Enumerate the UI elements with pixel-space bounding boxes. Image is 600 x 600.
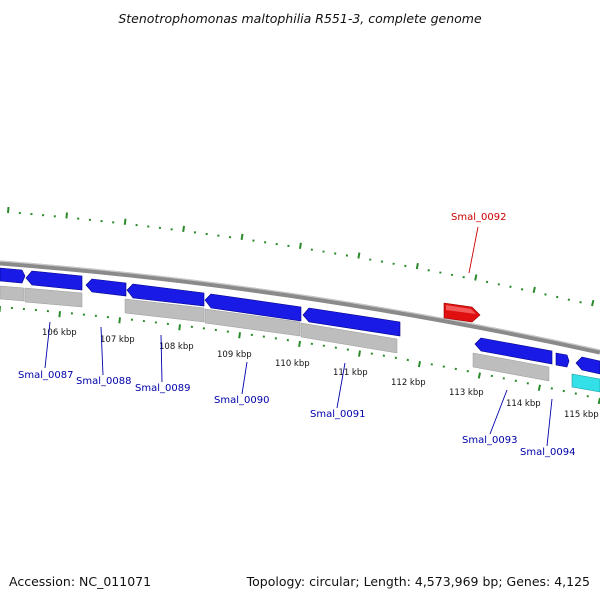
major-tick (474, 274, 478, 281)
major-tick (532, 286, 536, 294)
gene-arrow[interactable] (302, 307, 401, 337)
grey-cds-segment (0, 285, 25, 302)
gene-label[interactable]: Smal_0094 (520, 447, 575, 458)
forward-genes (0, 267, 600, 375)
map-title: Stenotrophomonas maltophilia R551-3, com… (118, 11, 482, 26)
major-tick (415, 263, 419, 270)
gene-arrow[interactable] (126, 283, 205, 307)
gene-arrow[interactable] (575, 356, 600, 375)
major-tick (591, 299, 595, 307)
major-tick (537, 384, 541, 391)
major-tick (65, 212, 68, 219)
gene-label[interactable]: Smal_0089 (135, 383, 190, 394)
major-tick (182, 225, 185, 233)
tick-label: 110 kbp (275, 359, 310, 369)
tick-label: 107 kbp (100, 335, 135, 345)
gene-label[interactable]: Smal_0091 (310, 409, 365, 420)
major-tick (58, 311, 61, 318)
leader-line (100, 326, 104, 376)
tick-label: 113 kbp (449, 388, 484, 398)
minor-tick (567, 298, 571, 301)
gene-label-leaders (44, 226, 553, 447)
leader-line (489, 389, 508, 435)
major-tick (357, 252, 361, 259)
major-tick (118, 317, 121, 324)
genome-backbone (0, 260, 600, 355)
tick-label: 111 kbp (333, 368, 368, 378)
leader-line (160, 334, 163, 383)
tick-label: 114 kbp (506, 399, 541, 409)
scale-tick-labels: 106 kbp 107 kbp 108 kbp 109 kbp 110 kbp … (42, 328, 599, 420)
major-tick (477, 372, 481, 379)
genome-backbone-highlight (0, 260, 600, 351)
major-tick (178, 324, 181, 331)
grey-cds-segment (204, 308, 301, 337)
major-tick (417, 361, 421, 368)
genome-summary-text: Topology: circular; Length: 4,573,969 bp… (246, 574, 590, 589)
leader-line (241, 361, 248, 395)
grey-cds-segment (472, 352, 550, 382)
gene-arrow[interactable] (204, 293, 302, 322)
major-tick (240, 233, 244, 241)
gene-label[interactable]: Smal_0090 (214, 395, 269, 406)
major-tick (299, 242, 302, 249)
gene-label[interactable]: Smal_0092 (451, 212, 506, 223)
major-tick (358, 350, 361, 357)
tick-label: 109 kbp (217, 350, 252, 360)
leader-line (468, 226, 479, 274)
grey-cds-segment (124, 298, 205, 323)
gene-arrow[interactable] (0, 267, 26, 284)
gene-arrow[interactable] (555, 352, 570, 368)
grey-cds-segment (24, 287, 83, 308)
tick-label: 115 kbp (564, 410, 599, 420)
gene-label[interactable]: Smal_0093 (462, 435, 517, 446)
grey-cds-segment (300, 322, 398, 354)
gene-arrow-highlight-sheen (446, 305, 476, 314)
tick-label: 106 kbp (42, 328, 77, 338)
major-tick (238, 332, 241, 339)
leader-line (336, 362, 346, 409)
gene-arrow-cyan[interactable] (571, 373, 600, 393)
outer-dotted-ring (7, 206, 595, 307)
reverse-cds-track (0, 285, 550, 382)
accession-text: Accession: NC_011071 (9, 574, 151, 589)
tick-label: 112 kbp (391, 378, 426, 388)
gene-arrow[interactable] (85, 278, 127, 297)
minor-tick (579, 301, 582, 304)
gene-arrow[interactable] (25, 270, 83, 291)
gene-labels: Smal_0087 Smal_0088 Smal_0089 Smal_0090 … (18, 212, 575, 458)
tick-label: 108 kbp (159, 342, 194, 352)
gene-label[interactable]: Smal_0088 (76, 376, 131, 387)
major-tick (7, 206, 10, 214)
major-tick (123, 218, 127, 225)
gene-label[interactable]: Smal_0087 (18, 370, 73, 381)
leader-line (44, 321, 51, 369)
major-tick (298, 340, 301, 348)
leader-line (546, 398, 553, 447)
inner-dotted-ring (0, 306, 600, 405)
gene-arrow[interactable] (474, 337, 553, 365)
minor-tick (509, 285, 512, 289)
